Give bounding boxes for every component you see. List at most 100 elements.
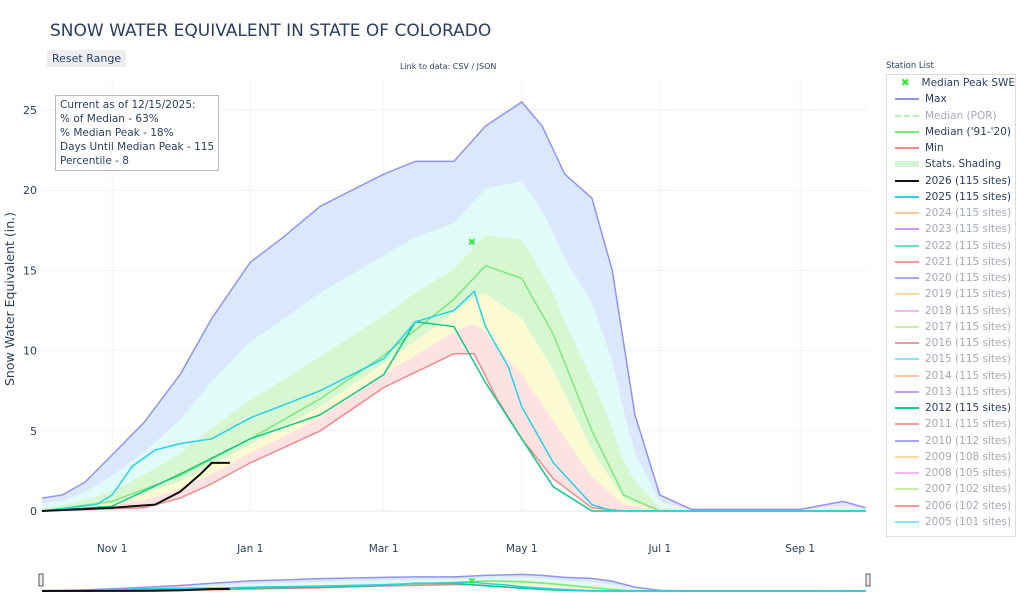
- legend-item[interactable]: 2018 (115 sites): [887, 303, 1015, 319]
- line-swatch-icon: [895, 325, 919, 328]
- reset-range-button[interactable]: Reset Range: [47, 50, 127, 67]
- stats-shading-band: [42, 101, 866, 511]
- data-link[interactable]: Link to data: CSV / JSON: [400, 62, 497, 71]
- legend-item[interactable]: 2019 (115 sites): [887, 286, 1015, 302]
- info-line: % of Median - 63%: [60, 113, 159, 125]
- legend-item[interactable]: 2016 (115 sites): [887, 335, 1015, 351]
- legend-label: 2007 (102 sites): [925, 483, 1012, 496]
- legend-label: 2020 (115 sites): [925, 272, 1012, 285]
- legend-item[interactable]: 2022 (115 sites): [887, 238, 1015, 254]
- legend-label: 2009 (108 sites): [925, 450, 1012, 463]
- info-line: Days Until Median Peak - 115: [60, 141, 215, 153]
- legend-label: 2026 (115 sites): [925, 174, 1012, 187]
- x-tick-label: May 1: [506, 543, 538, 555]
- line-swatch-icon: [895, 147, 919, 150]
- series-line-2026: [41, 461, 230, 512]
- legend-item[interactable]: 2008 (105 sites): [887, 465, 1015, 481]
- legend-label: Min: [925, 142, 944, 155]
- x-tick-label: Sep 1: [785, 543, 815, 555]
- median-peak-marker: ✖: [468, 577, 476, 587]
- legend-item[interactable]: Median ('91-'20): [887, 124, 1015, 140]
- range-slider-handle[interactable]: [38, 573, 44, 587]
- legend-item[interactable]: 2025 (115 sites): [887, 189, 1015, 205]
- station-list-label: Station List: [886, 61, 934, 71]
- legend-item[interactable]: Stats. Shading: [887, 156, 1015, 172]
- legend-label: 2011 (115 sites): [925, 418, 1012, 431]
- legend-item[interactable]: 2011 (115 sites): [887, 416, 1015, 432]
- line-swatch-icon: [895, 358, 919, 361]
- line-swatch-icon: [895, 439, 919, 442]
- y-tick-label: 10: [23, 345, 37, 358]
- line-swatch-icon: [895, 374, 919, 377]
- range-slider-handle[interactable]: [865, 573, 871, 587]
- x-tick-label: Mar 1: [369, 543, 399, 555]
- line-swatch-icon: [895, 390, 919, 393]
- legend-label: Stats. Shading: [925, 158, 1002, 171]
- legend-label: 2010 (112 sites): [925, 434, 1012, 447]
- series-line-max: [41, 100, 866, 511]
- x-marker-icon: ✖: [900, 77, 910, 90]
- legend-label: 2017 (115 sites): [925, 320, 1012, 333]
- legend-item[interactable]: 2021 (115 sites): [887, 254, 1015, 270]
- legend-item[interactable]: 2026 (115 sites): [887, 173, 1015, 189]
- y-tick-label: 0: [30, 505, 37, 518]
- line-swatch-icon: [895, 293, 919, 296]
- stats-shading-band: [42, 234, 866, 511]
- legend-label: 2025 (115 sites): [925, 190, 1012, 203]
- legend-item[interactable]: 2023 (115 sites): [887, 221, 1015, 237]
- line-swatch-icon: [895, 488, 919, 491]
- legend-item[interactable]: 2009 (108 sites): [887, 449, 1015, 465]
- legend-item[interactable]: Min: [887, 140, 1015, 156]
- line-swatch-icon: [895, 130, 919, 133]
- legend-label: Median ('91-'20): [925, 125, 1012, 138]
- line-swatch-icon: [895, 244, 919, 247]
- line-swatch-icon: [895, 212, 919, 215]
- legend-label: 2005 (101 sites): [925, 515, 1012, 528]
- series-line-median: [41, 264, 866, 512]
- legend-item[interactable]: 2024 (115 sites): [887, 205, 1015, 221]
- legend-label: 2019 (115 sites): [925, 288, 1012, 301]
- legend-item[interactable]: 2005 (101 sites): [887, 514, 1015, 530]
- legend-item[interactable]: 2010 (112 sites): [887, 433, 1015, 449]
- legend-item[interactable]: 2006 (102 sites): [887, 498, 1015, 514]
- legend-item[interactable]: 2020 (115 sites): [887, 270, 1015, 286]
- legend-item[interactable]: 2015 (115 sites): [887, 351, 1015, 367]
- line-swatch-icon: [895, 455, 919, 458]
- y-tick-label: 15: [23, 264, 37, 277]
- line-swatch-icon: [895, 98, 919, 101]
- legend-item[interactable]: Median (POR): [887, 108, 1015, 124]
- legend-label: 2012 (115 sites): [925, 402, 1012, 415]
- info-line: % Median Peak - 18%: [60, 127, 174, 139]
- legend-label: 2015 (115 sites): [925, 353, 1012, 366]
- legend-label: 2021 (115 sites): [925, 255, 1012, 268]
- legend-item[interactable]: 2007 (102 sites): [887, 481, 1015, 497]
- line-swatch-icon: [895, 277, 919, 280]
- median-peak-marker: ✖: [468, 238, 476, 249]
- legend-item[interactable]: 2017 (115 sites): [887, 319, 1015, 335]
- line-swatch-icon: [895, 407, 919, 410]
- line-swatch-icon: [895, 114, 919, 117]
- line-swatch-icon: [895, 228, 919, 231]
- legend-label: 2014 (115 sites): [925, 369, 1012, 382]
- legend-item[interactable]: 2013 (115 sites): [887, 384, 1015, 400]
- legend-label: 2008 (105 sites): [925, 467, 1012, 480]
- legend-item[interactable]: ✖ Median Peak SWE: [887, 75, 1015, 91]
- page-title: SNOW WATER EQUIVALENT IN STATE OF COLORA…: [50, 21, 492, 41]
- legend-label: 2016 (115 sites): [925, 337, 1012, 350]
- line-swatch-icon: [895, 179, 919, 182]
- legend: ✖ Median Peak SWE Max Median (POR) Median ('…: [886, 74, 1016, 537]
- legend-label: 2006 (102 sites): [925, 499, 1012, 512]
- series-line-max: [41, 573, 866, 592]
- legend-label: Median (POR): [925, 109, 997, 122]
- y-tick-label: 5: [30, 425, 37, 438]
- line-swatch-icon: [895, 472, 919, 475]
- legend-item[interactable]: 2012 (115 sites): [887, 400, 1015, 416]
- line-swatch-icon: [895, 161, 919, 168]
- stats-shading-band: [42, 574, 866, 591]
- legend-label: 2013 (115 sites): [925, 385, 1012, 398]
- line-swatch-icon: [895, 195, 919, 198]
- legend-item[interactable]: Max: [887, 91, 1015, 107]
- legend-item[interactable]: 2014 (115 sites): [887, 368, 1015, 384]
